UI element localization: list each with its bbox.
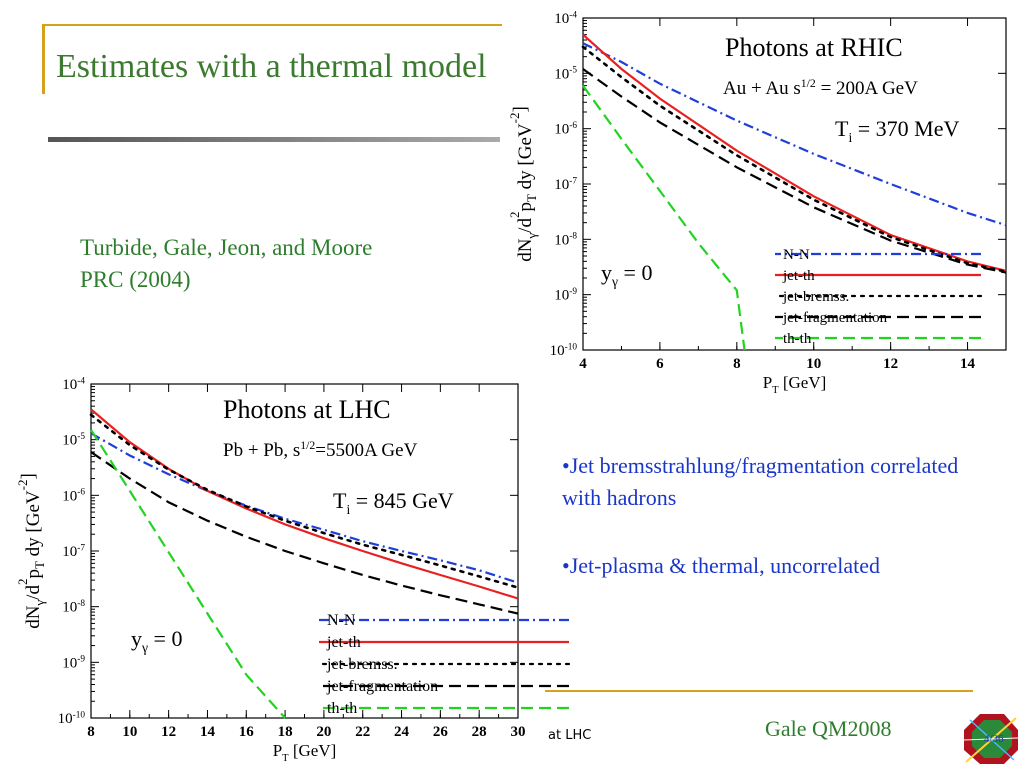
legend-label: jet-bremss. bbox=[326, 656, 398, 673]
y-tick-label: 10-7 bbox=[62, 543, 85, 560]
series-line-jetth bbox=[90, 408, 519, 600]
series-line-jetfragmentation bbox=[582, 68, 1007, 274]
rapidity-annotation: yγ = 0 bbox=[601, 260, 652, 289]
y-tick-label: 10-10 bbox=[58, 710, 86, 727]
series-line-jetbremss bbox=[581, 45, 1008, 274]
rhic-photon-chart: 4 6 8 10 12 14 10-10 10-9 10-8 10-7 10-6 10-5 10-4 N-… bbox=[507, 10, 1008, 396]
x-tick-label: 18 bbox=[278, 724, 293, 740]
y-tick-label: 10-6 bbox=[62, 488, 85, 505]
y-tick-label: 10-8 bbox=[554, 232, 577, 249]
footer-left-text: at LHC bbox=[548, 728, 592, 743]
y-tick-label: 10-6 bbox=[554, 121, 577, 138]
series-line-nn bbox=[90, 432, 519, 584]
bullet-list: •Jet bremsstrahlung/fragmentation correl… bbox=[562, 450, 1002, 618]
page-number: 4/36 bbox=[984, 733, 1004, 745]
temperature-annotation: Ti = 370 MeV bbox=[835, 116, 959, 145]
y-tick-label: 10-4 bbox=[62, 376, 85, 393]
plot-frame bbox=[90, 383, 519, 719]
legend-label: jet-fragmentation bbox=[326, 678, 438, 695]
x-tick-label: 14 bbox=[960, 356, 976, 372]
x-tick-label: 16 bbox=[239, 724, 255, 740]
title-rule-top bbox=[42, 24, 502, 26]
citation: Turbide, Gale, Jeon, and Moore PRC (2004… bbox=[80, 232, 372, 296]
x-tick-label: 20 bbox=[316, 724, 331, 740]
title-underline bbox=[48, 137, 500, 142]
x-tick-label: 4 bbox=[579, 356, 587, 372]
series-line-nn bbox=[582, 42, 1007, 227]
series-line-jetbremss bbox=[89, 413, 520, 589]
citation-journal: PRC (2004) bbox=[80, 267, 191, 292]
y-tick-label: 10-9 bbox=[554, 287, 577, 304]
legend-label: th-th bbox=[327, 700, 357, 717]
x-tick-label: 10 bbox=[806, 356, 821, 372]
y-axis-label: dNγ/d2pT dy [GeV-2] bbox=[507, 106, 539, 262]
y-tick-label: 10-5 bbox=[554, 66, 577, 83]
legend-label: jet-fragmentation bbox=[782, 310, 888, 326]
legend-label: N-N bbox=[327, 612, 356, 629]
y-axis-label: dNγ/d2pT dy [GeV-2] bbox=[15, 473, 47, 629]
legend-label: N-N bbox=[783, 247, 810, 263]
legend-label: th-th bbox=[783, 331, 812, 347]
legend-label: jet-bremss. bbox=[782, 289, 849, 305]
x-axis-label: PT [GeV] bbox=[763, 373, 827, 396]
bullet-item: •Jet bremsstrahlung/fragmentation correl… bbox=[562, 453, 959, 510]
series-line-thth bbox=[90, 429, 286, 719]
y-tick-label: 10-7 bbox=[554, 176, 577, 193]
collision-logo-icon bbox=[963, 714, 1019, 764]
y-tick-label: 10-9 bbox=[62, 655, 85, 672]
x-tick-label: 12 bbox=[161, 724, 176, 740]
citation-authors: Turbide, Gale, Jeon, and Moore bbox=[80, 235, 373, 260]
series-line-thth bbox=[582, 84, 746, 351]
y-tick-label: 10-10 bbox=[550, 342, 578, 359]
x-tick-label: 12 bbox=[883, 356, 898, 372]
y-tick-label: 10-5 bbox=[62, 432, 85, 449]
y-tick-label: 10-8 bbox=[62, 599, 85, 616]
bullet-item: •Jet-plasma & thermal, uncorrelated bbox=[562, 553, 881, 578]
x-tick-label: 24 bbox=[394, 724, 410, 740]
slide-title: Estimates with a thermal model bbox=[56, 48, 487, 85]
x-tick-label: 14 bbox=[200, 724, 216, 740]
lhc-photon-chart: 8 10 12 14 16 18 20 22 24 26 28 30 10-10 10-9 10-8 10-7… bbox=[15, 376, 571, 764]
x-tick-label: 26 bbox=[433, 724, 449, 740]
footer-rule bbox=[545, 690, 973, 692]
chart-subtitle: Pb + Pb, s1/2=5500A GeV bbox=[223, 439, 418, 461]
x-tick-label: 8 bbox=[87, 724, 95, 740]
legend-label: jet-th bbox=[782, 268, 815, 284]
y-tick-label: 10-4 bbox=[554, 10, 577, 27]
x-tick-label: 6 bbox=[656, 356, 664, 372]
chart-subtitle: Au + Au s1/2 = 200A GeV bbox=[723, 77, 918, 99]
x-tick-label: 22 bbox=[355, 724, 370, 740]
footer-author: Gale QM2008 bbox=[765, 716, 892, 741]
x-tick-label: 30 bbox=[511, 724, 526, 740]
x-tick-label: 10 bbox=[122, 724, 137, 740]
chart-title: Photons at RHIC bbox=[725, 33, 903, 62]
rapidity-annotation: yγ = 0 bbox=[131, 626, 182, 655]
temperature-annotation: Ti = 845 GeV bbox=[333, 488, 454, 517]
x-tick-label: 8 bbox=[733, 356, 741, 372]
x-axis-label: PT [GeV] bbox=[273, 741, 337, 764]
chart-title: Photons at LHC bbox=[223, 395, 391, 424]
series-line-jetth bbox=[582, 33, 1007, 272]
title-rule-left bbox=[42, 24, 45, 94]
series-line-jetfragmentation bbox=[90, 451, 519, 615]
legend-label: jet-th bbox=[326, 634, 361, 651]
x-tick-label: 28 bbox=[472, 724, 487, 740]
